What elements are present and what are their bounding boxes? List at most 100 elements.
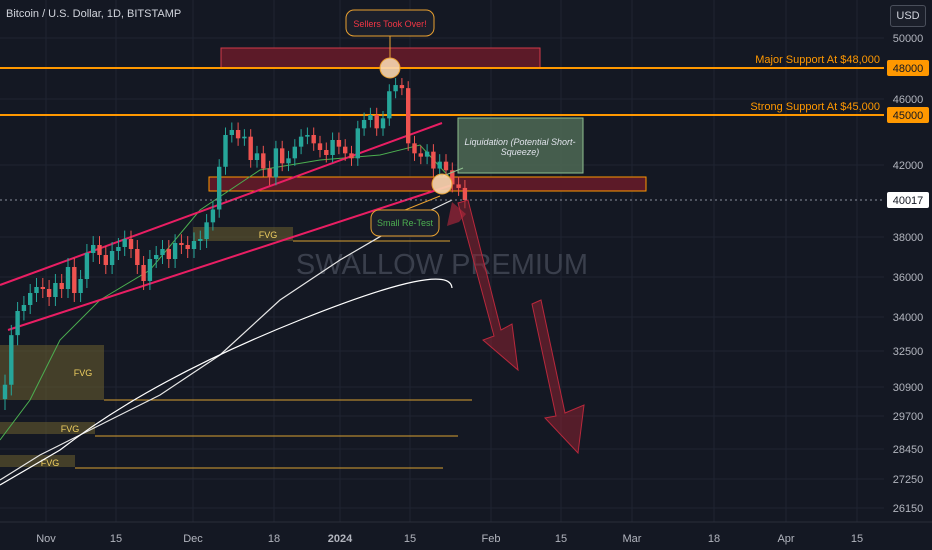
sellers-marker xyxy=(379,57,401,79)
price-tick-label: 27250 xyxy=(893,474,924,486)
candle xyxy=(393,85,398,92)
candle xyxy=(9,335,14,385)
candle xyxy=(141,265,146,281)
price-label-highlight xyxy=(887,107,929,123)
fvg-label: FVG xyxy=(74,368,93,378)
price-tick-label: 46000 xyxy=(893,94,924,106)
demand-zone xyxy=(208,176,647,192)
price-tick-label: 50000 xyxy=(893,33,924,45)
candle xyxy=(431,151,436,169)
retest-callout-pointer xyxy=(404,195,441,211)
price-tick-label: 42000 xyxy=(893,160,924,172)
retest-callout-label: Small Re-Test xyxy=(377,218,434,228)
price-tick-label: 30900 xyxy=(893,382,924,394)
price-tick-label: 28450 xyxy=(893,444,924,456)
candle xyxy=(147,259,153,281)
candle xyxy=(305,135,310,137)
current-price-label: 40017 xyxy=(893,195,924,207)
time-tick-label: 15 xyxy=(851,533,863,545)
candle xyxy=(204,222,209,239)
candle xyxy=(267,168,272,178)
time-tick-label: Dec xyxy=(183,533,203,545)
moving-average-white xyxy=(0,278,453,486)
candle xyxy=(191,241,197,249)
projection-arrow-head xyxy=(447,202,466,226)
fvg-label: FVG xyxy=(259,230,278,240)
liquidation-label: Liquidation (Potential Short-Squeeze) xyxy=(464,137,575,157)
candle xyxy=(330,140,335,155)
candle xyxy=(40,287,45,289)
candle xyxy=(280,148,285,164)
candle xyxy=(91,245,96,253)
candle xyxy=(2,384,8,400)
candle xyxy=(28,293,33,305)
candle xyxy=(235,130,241,139)
fvg-zone xyxy=(193,227,293,241)
candle xyxy=(406,88,411,144)
candle xyxy=(160,249,165,255)
candle xyxy=(361,120,367,129)
candle xyxy=(317,143,323,150)
price-tick-label: 36000 xyxy=(893,272,924,284)
price-tick-label: 29700 xyxy=(893,411,924,423)
price-tick-label: 48000 xyxy=(893,63,924,75)
candle xyxy=(343,146,348,154)
current-price-badge xyxy=(887,192,929,208)
chart-title: Bitcoin / U.S. Dollar, 1D, BITSTAMP xyxy=(6,8,182,20)
candle xyxy=(84,253,90,279)
projection-arrow xyxy=(531,299,585,455)
candle xyxy=(109,251,115,265)
candles xyxy=(2,78,468,410)
candle xyxy=(59,283,64,289)
candle xyxy=(223,135,228,167)
major-support-label: Major Support At $48,000 xyxy=(755,54,880,66)
fvg-label: FVG xyxy=(61,424,80,434)
time-axis: Nov 15 Dec 18 2024 15 Feb 15 Mar 18 Apr 15 xyxy=(0,521,932,545)
candle xyxy=(349,153,354,159)
time-tick-label: Mar xyxy=(623,533,642,545)
retest-marker xyxy=(431,173,453,195)
time-tick-label: 18 xyxy=(708,533,720,545)
moving-average-200 xyxy=(0,199,453,481)
projection-arrow xyxy=(457,199,519,372)
candle xyxy=(166,249,171,259)
candle xyxy=(172,243,178,259)
price-label-highlight xyxy=(887,60,929,76)
candle xyxy=(311,135,316,144)
price-tick-label: 26150 xyxy=(893,503,924,515)
price-tick-label: 38000 xyxy=(893,232,924,244)
channel-lower xyxy=(7,184,453,331)
candle xyxy=(229,130,234,135)
candle xyxy=(135,249,140,265)
candle xyxy=(53,283,58,297)
price-tick-label: 45000 xyxy=(893,110,924,122)
time-tick-label: 15 xyxy=(110,533,122,545)
liquidation-box xyxy=(457,117,584,174)
candle xyxy=(185,245,190,249)
candle xyxy=(450,170,455,185)
candle xyxy=(298,136,304,147)
candle xyxy=(399,85,405,89)
fvg-label: FVG xyxy=(41,458,60,468)
candle xyxy=(179,243,184,245)
candle xyxy=(437,161,442,169)
candle xyxy=(97,245,102,255)
candle xyxy=(424,151,430,157)
candle xyxy=(368,115,373,120)
candle xyxy=(65,267,71,289)
currency-button[interactable]: USD xyxy=(890,5,926,27)
time-tick-label: Nov xyxy=(36,533,56,545)
candle xyxy=(336,140,342,147)
candle xyxy=(286,158,291,164)
candle xyxy=(261,153,266,169)
moving-average-20 xyxy=(0,144,453,441)
candle xyxy=(462,187,468,200)
candle xyxy=(443,161,449,171)
time-tick-label: 15 xyxy=(404,533,416,545)
price-tick-label: 34000 xyxy=(893,312,924,324)
candle xyxy=(210,209,216,223)
strong-support-label: Strong Support At $45,000 xyxy=(750,101,880,113)
price-axis-bg xyxy=(884,0,932,550)
